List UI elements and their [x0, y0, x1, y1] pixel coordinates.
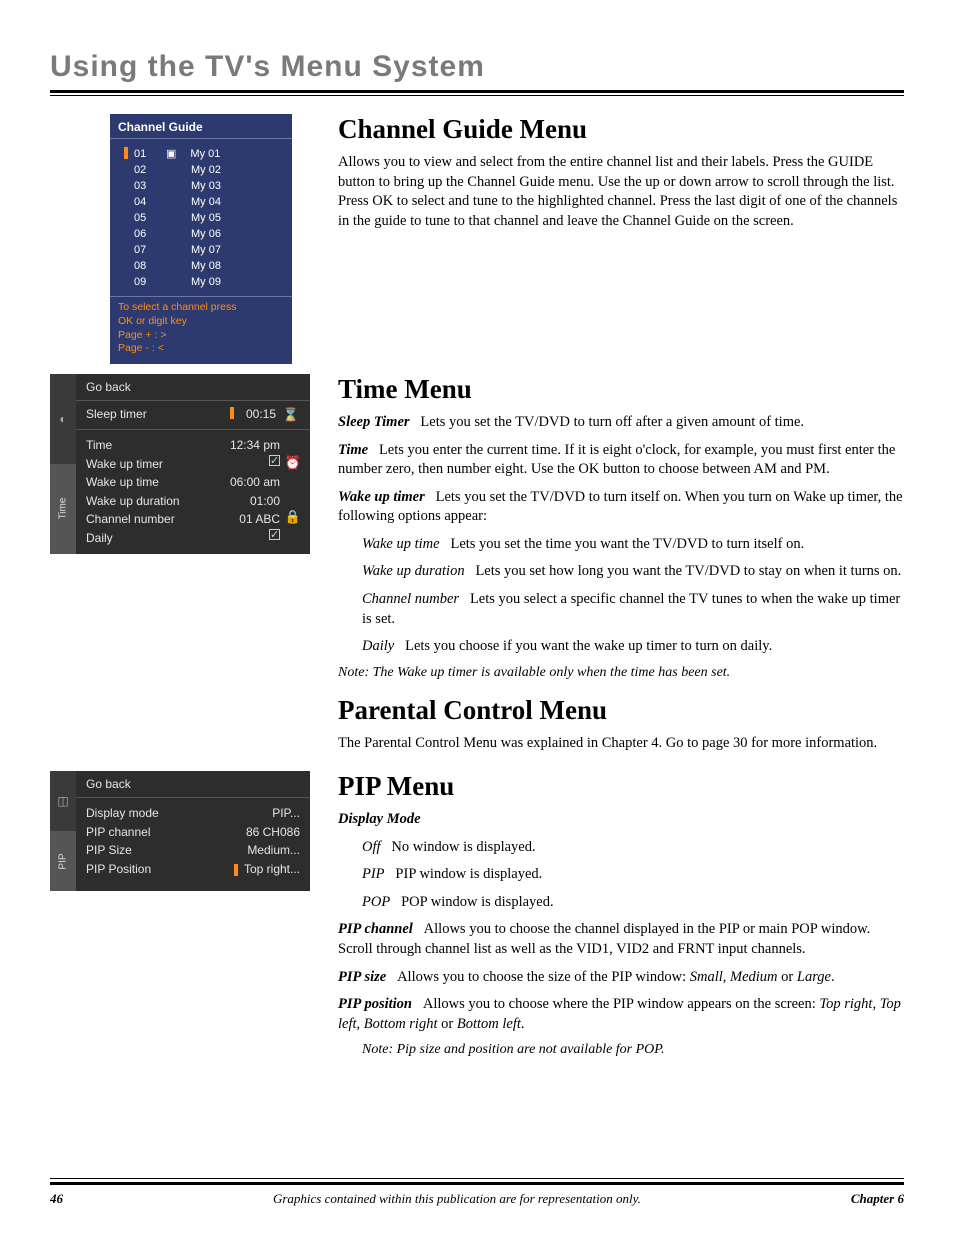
- pip-note: Note: Pip size and position are not avai…: [362, 1042, 904, 1058]
- time-menu-panel: ◐ Time Go back Sleep timer 00:15 ⌛ T: [50, 374, 310, 554]
- pip-menu-panel: ◫ PIP Go back Display modePIP... PIP cha…: [50, 771, 310, 891]
- selection-indicator: [234, 864, 238, 876]
- channel-row: 02My 02: [134, 163, 284, 179]
- channel-guide-hint: To select a channel press OK or digit ke…: [110, 296, 292, 364]
- channel-row: 05My 05: [134, 211, 284, 227]
- go-back-row: Go back: [76, 771, 310, 797]
- hourglass-icon: ⌛: [282, 407, 300, 423]
- channel-row: 06My 06: [134, 227, 284, 243]
- go-back-row: Go back: [76, 374, 310, 400]
- tab-icon: ◐: [50, 374, 76, 464]
- alarm-icon: ⏰: [284, 455, 302, 471]
- time-text: Time Lets you enter the current time. If…: [338, 441, 904, 480]
- footer-caption: Graphics contained within this publicati…: [273, 1191, 641, 1207]
- time-note: Note: The Wake up timer is available onl…: [338, 665, 904, 681]
- page-footer: 46 Graphics contained within this public…: [50, 1178, 904, 1207]
- chapter-title: Using the TV's Menu System: [50, 50, 904, 84]
- wake-up-duration-text: Wake up duration Lets you set how long y…: [362, 562, 904, 582]
- channel-list: 01▣My 01 02My 02 03My 03 04My 04 05My 05…: [110, 139, 292, 296]
- pip-size-text: PIP size Allows you to choose the size o…: [338, 968, 904, 988]
- checkbox-icon: [269, 529, 280, 540]
- channel-row: 09My 09: [134, 275, 284, 291]
- checkbox-icon: [269, 455, 280, 466]
- daily-text: Daily Lets you choose if you want the wa…: [362, 637, 904, 657]
- rule-thick: [50, 90, 904, 93]
- pip-options-block: Display modePIP... PIP channel86 CH086 P…: [76, 797, 310, 884]
- channel-number-text: Channel number Lets you select a specifi…: [362, 590, 904, 629]
- tab-time: Time: [50, 464, 76, 554]
- pip-channel-text: PIP channel Allows you to choose the cha…: [338, 920, 904, 959]
- display-mode-pop: POP POP window is displayed.: [362, 893, 904, 913]
- time-options-block: Time12:34 pm Wake up timer Wake up time0…: [76, 429, 310, 554]
- sleep-timer-text: Sleep Timer Lets you set the TV/DVD to t…: [338, 413, 904, 433]
- display-mode-pip: PIP PIP window is displayed.: [362, 865, 904, 885]
- channel-row: 08My 08: [134, 259, 284, 275]
- lock-icon: 🔒: [284, 509, 302, 525]
- wake-up-time-text: Wake up time Lets you set the time you w…: [362, 535, 904, 555]
- display-mode-off: Off No window is displayed.: [362, 838, 904, 858]
- channel-row: 03My 03: [134, 179, 284, 195]
- channel-row: 07My 07: [134, 243, 284, 259]
- parental-body: The Parental Control Menu was explained …: [338, 734, 904, 754]
- selection-indicator: [230, 407, 234, 419]
- chapter-label: Chapter 6: [851, 1191, 904, 1207]
- section-heading-time: Time Menu: [338, 374, 904, 405]
- channel-guide-title: Channel Guide: [110, 114, 292, 139]
- tab-icon: ◫: [50, 771, 76, 831]
- section-heading-pip: PIP Menu: [338, 771, 904, 802]
- channel-row: 04My 04: [134, 195, 284, 211]
- pip-position-text: PIP position Allows you to choose where …: [338, 995, 904, 1034]
- section-heading-parental: Parental Control Menu: [338, 695, 904, 726]
- selection-indicator: [124, 147, 128, 159]
- wake-up-timer-text: Wake up timer Lets you set the TV/DVD to…: [338, 488, 904, 527]
- channel-row: 01▣My 01: [134, 147, 284, 163]
- tab-pip: PIP: [50, 831, 76, 891]
- section-heading-channel-guide: Channel Guide Menu: [338, 114, 904, 145]
- sleep-timer-row: Sleep timer 00:15 ⌛: [76, 400, 310, 429]
- channel-guide-body: Allows you to view and select from the e…: [338, 153, 904, 231]
- channel-guide-panel: Channel Guide 01▣My 01 02My 02 03My 03 0…: [110, 114, 292, 364]
- display-mode-label: Display Mode: [338, 810, 904, 830]
- page-number: 46: [50, 1191, 63, 1207]
- rule-thin: [50, 95, 904, 96]
